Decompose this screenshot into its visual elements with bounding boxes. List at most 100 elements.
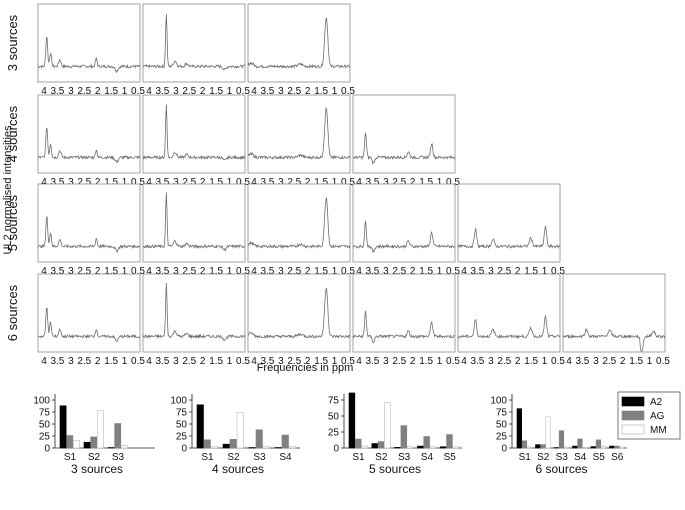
x-tick-label: 3 (278, 86, 284, 97)
x-tick-label: 2.5 (392, 356, 406, 367)
spectrum-trace (142, 283, 246, 342)
x-tick-label: 3.5 (50, 86, 64, 97)
bar-chart-5-sources: 0 25 50 75 S1 S2 S3 S4 S5 5 sources (328, 392, 462, 476)
x-tick-label: 2 (410, 266, 416, 277)
category-label: S5 (444, 452, 457, 463)
x-tick-label: 1 (227, 86, 233, 97)
spectrum-trace (247, 196, 351, 250)
bar-ag-s2 (229, 439, 237, 449)
x-tick-label: 1.5 (104, 86, 118, 97)
bar-mm-s5 (452, 446, 460, 449)
x-tick-label: 2.5 (182, 177, 196, 188)
bar-ag-s4 (577, 438, 583, 449)
x-tick-label: 1 (332, 86, 338, 97)
spectrum-panel-frame (37, 183, 141, 263)
x-tick-label: 3.5 (155, 177, 169, 188)
x-tick-label: 1.5 (419, 356, 433, 367)
category-label: S1 (201, 452, 214, 463)
x-tick-label: 3 (278, 266, 284, 277)
x-tick-label: 1.5 (209, 86, 223, 97)
y-tick-label: 25 (328, 428, 340, 439)
spectrum-trace (457, 225, 561, 249)
spectrum-trace (352, 310, 456, 344)
y-tick-label: 50 (496, 420, 508, 431)
x-tick-label: 0.5 (551, 356, 565, 367)
x-tick-label: 3.5 (50, 266, 64, 277)
spectrum-panel-frame (247, 94, 351, 174)
category-label: S2 (88, 452, 101, 463)
x-tick-label: 0.5 (446, 266, 460, 277)
category-label: S3 (398, 452, 411, 463)
spectrum-panel-frame (247, 273, 351, 353)
x-tick-label: 3 (68, 177, 74, 188)
category-label: S1 (352, 452, 365, 463)
x-tick-label: 1.5 (209, 356, 223, 367)
x-tick-label: 2 (95, 177, 101, 188)
x-tick-label: 0.5 (131, 177, 145, 188)
bar-chart-title: 3 sources (71, 462, 123, 476)
category-label: S2 (227, 452, 240, 463)
x-tick-label: 0.5 (131, 266, 145, 277)
bar-a2-s1 (59, 405, 67, 449)
spectrum-panel-frame (37, 273, 141, 353)
x-tick-label: 3.5 (365, 177, 379, 188)
x-tick-label: 3.5 (155, 266, 169, 277)
x-tick-label: 0.5 (236, 86, 250, 97)
x-tick-label: 3.5 (365, 356, 379, 367)
x-tick-label: 3 (383, 356, 389, 367)
x-tick-label: 4 (251, 86, 257, 97)
legend-label-a2: A2 (650, 397, 663, 408)
x-tick-label: 3.5 (260, 177, 274, 188)
bar-chart-title: 4 sources (212, 462, 264, 476)
y-tick-label: 100 (490, 396, 507, 407)
bar-mm-s4 (429, 446, 437, 449)
x-tick-label: 1 (332, 266, 338, 277)
bar-ag-s4 (423, 436, 430, 449)
bar-mm-s2 (236, 412, 244, 449)
y-tick-label: 75 (328, 396, 340, 407)
x-tick-label: 0.5 (656, 356, 670, 367)
bar-chart-title: 6 sources (535, 462, 587, 476)
x-tick-label: 1.5 (314, 86, 328, 97)
x-tick-label: 2 (620, 356, 626, 367)
spectrum-panel-frame (142, 273, 246, 353)
x-tick-label: 1.5 (419, 177, 433, 188)
bar-a2-s4 (572, 445, 578, 449)
x-tick-label: 1.5 (314, 177, 328, 188)
category-label: S4 (279, 452, 292, 463)
x-tick-label: 4 (146, 266, 152, 277)
x-tick-label: 2.5 (182, 266, 196, 277)
x-tick-label: 3.5 (260, 86, 274, 97)
x-tick-label: 4 (251, 266, 257, 277)
bar-a2-s3 (394, 447, 401, 449)
x-tick-label: 3 (68, 86, 74, 97)
spectrum-trace (142, 104, 246, 161)
x-tick-label: 2 (200, 86, 206, 97)
bar-a2-s2 (222, 443, 230, 449)
x-tick-label: 1 (647, 356, 653, 367)
bar-mm-s6 (619, 446, 625, 449)
x-axis-label: Frequencies in ppm (257, 362, 354, 374)
category-label: S4 (421, 452, 434, 463)
y-tick-label: 75 (176, 408, 188, 419)
x-tick-label: 3 (278, 177, 284, 188)
x-tick-label: 4 (146, 86, 152, 97)
x-tick-label: 0.5 (341, 177, 355, 188)
spectrum-trace (352, 220, 455, 254)
x-tick-label: 1 (227, 177, 233, 188)
legend-swatch-mm (621, 424, 645, 435)
bar-a2-s2 (83, 441, 91, 449)
spectrum-trace (247, 17, 351, 70)
spectrum-trace (457, 314, 561, 339)
spectrum-panel-frame (352, 273, 456, 353)
x-tick-label: 2 (515, 356, 521, 367)
x-tick-label: 4 (251, 177, 257, 188)
x-tick-label: 1 (437, 266, 443, 277)
bar-a2-s1 (196, 404, 204, 449)
bar-a2-s2 (535, 444, 541, 449)
bar-ag-s3 (255, 429, 263, 449)
x-tick-label: 2.5 (182, 356, 196, 367)
bar-mm-s1 (361, 445, 368, 449)
x-tick-label: 3.5 (155, 356, 169, 367)
